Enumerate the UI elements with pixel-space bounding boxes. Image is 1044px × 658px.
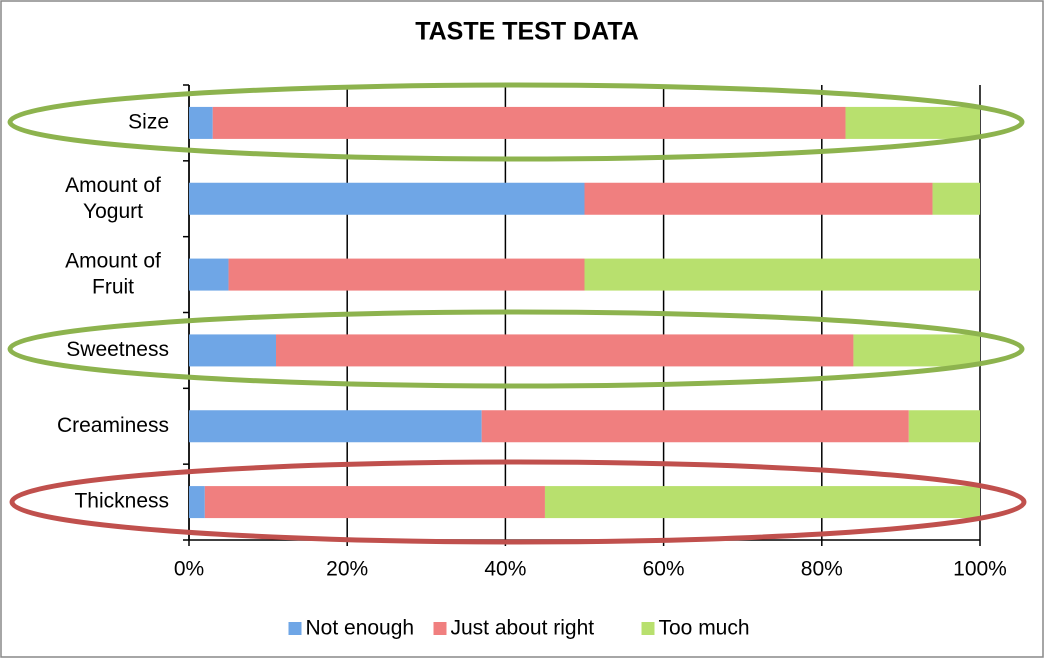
highlight-ellipse — [7, 82, 1025, 162]
annotations — [7, 82, 1027, 545]
y-tick-label: Amount of Yogurt — [65, 173, 161, 222]
chart-title: TASTE TEST DATA — [415, 18, 639, 46]
x-tick-label: 100% — [953, 558, 1007, 581]
y-tick-label: Creaminess — [57, 414, 169, 437]
bar-segment — [908, 410, 980, 443]
legend-label: Too much — [659, 617, 750, 640]
y-tick-label: Amount of Fruit — [65, 249, 161, 298]
bar-segment — [189, 410, 482, 443]
y-tick-label: Thickness — [74, 490, 169, 513]
highlight-ellipse — [9, 459, 1027, 545]
x-tick-label: 0% — [174, 558, 204, 581]
x-tick-label: 40% — [484, 558, 526, 581]
legend-swatch — [433, 622, 447, 635]
legend-swatch — [641, 622, 655, 635]
bar-segment — [204, 486, 545, 519]
bar-segment — [932, 182, 980, 215]
y-tick-label: Sweetness — [66, 338, 169, 361]
bar-segment — [845, 106, 980, 139]
legend-label: Just about right — [451, 617, 595, 640]
x-tick-label: 80% — [801, 558, 843, 581]
legend-swatch — [288, 622, 302, 635]
legend-label: Not enough — [306, 617, 415, 640]
legend: Not enough Just about right Too much — [288, 617, 750, 640]
bar-segment — [584, 258, 980, 291]
y-tick-label: Size — [128, 110, 169, 133]
bar-segment — [189, 334, 277, 367]
highlight-ellipse — [7, 309, 1025, 389]
x-tick-label: 60% — [643, 558, 685, 581]
bar-segment — [212, 106, 846, 139]
bar-segment — [584, 182, 933, 215]
bar-segment — [189, 486, 205, 519]
bar-segment — [544, 486, 980, 519]
bar-segment — [228, 258, 585, 291]
bar-segment — [853, 334, 980, 367]
bar-segment — [189, 106, 213, 139]
x-tick-label: 20% — [326, 558, 368, 581]
bar-segment — [481, 410, 909, 443]
bar-segment — [276, 334, 854, 367]
bar-segment — [189, 258, 229, 291]
bar-segment — [189, 182, 585, 215]
